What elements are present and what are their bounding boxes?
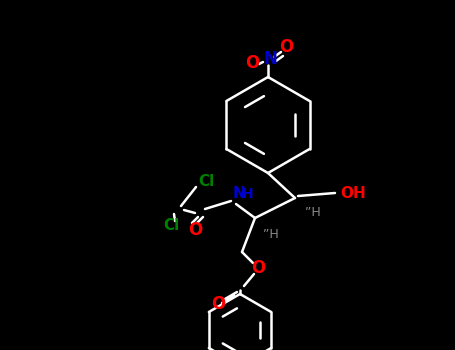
Text: N: N <box>263 50 277 68</box>
Text: ”H: ”H <box>305 205 321 218</box>
Text: Cl: Cl <box>198 175 214 189</box>
Text: O: O <box>211 295 225 313</box>
Text: H: H <box>242 187 253 201</box>
Text: ”H: ”H <box>263 228 279 240</box>
Text: O: O <box>251 259 265 277</box>
Text: O: O <box>188 221 202 239</box>
Text: O: O <box>245 54 259 72</box>
Text: OH: OH <box>340 186 366 201</box>
Text: N: N <box>233 187 246 202</box>
Text: Cl: Cl <box>163 217 179 232</box>
Text: O: O <box>279 38 293 56</box>
